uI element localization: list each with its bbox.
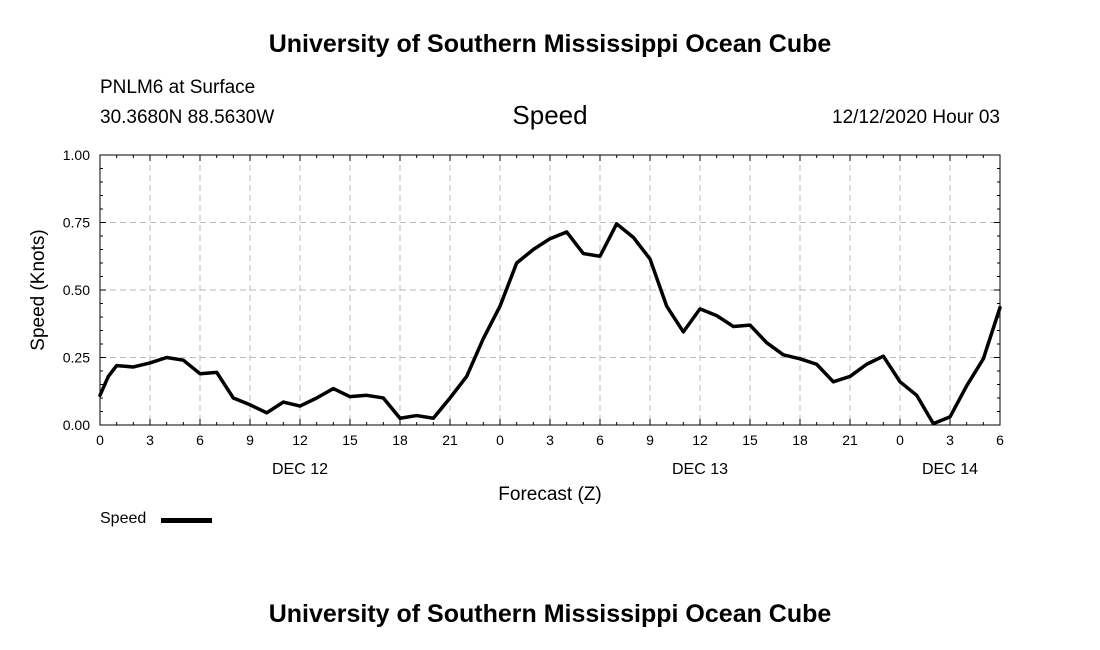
series-layer <box>98 222 1002 426</box>
y-axis-label: Speed (Knots) <box>28 229 49 350</box>
axis-ticks <box>99 154 1001 426</box>
x-tick-label: 15 <box>342 432 358 448</box>
y-tick-label: 1.00 <box>63 147 90 163</box>
axis-labels: 0 3 6 9 12 15 18 21 0 3 6 9 12 15 18 21 0 3 6 0.00 0.25 0.50 0… <box>28 147 1004 505</box>
legend-label: Speed <box>100 510 147 527</box>
footer-title: University of Southern Mississippi Ocean… <box>268 600 832 628</box>
x-tick-label: 21 <box>442 432 458 448</box>
x-tick-label: 9 <box>246 432 254 448</box>
x-tick-label: 9 <box>646 432 654 448</box>
forecast-datetime: 12/12/2020 Hour 03 <box>832 107 1000 128</box>
x-tick-label: 12 <box>292 432 308 448</box>
page-title: University of Southern Mississippi Ocean… <box>268 30 832 58</box>
x-tick-label: 12 <box>692 432 708 448</box>
y-tick-label: 0.50 <box>63 282 90 298</box>
x-tick-label: 3 <box>946 432 954 448</box>
y-tick-label: 0.00 <box>63 417 90 433</box>
station-label: PNLM6 at Surface <box>100 77 256 98</box>
day-label: DEC 14 <box>922 461 978 478</box>
x-tick-label: 0 <box>96 432 104 448</box>
x-tick-label: 6 <box>196 432 204 448</box>
legend-swatch <box>161 518 212 523</box>
x-axis-label: Forecast (Z) <box>498 484 601 505</box>
chart-title: Speed <box>512 100 588 130</box>
x-tick-label: 18 <box>392 432 408 448</box>
y-tick-label: 0.75 <box>63 215 90 231</box>
series-line-speed <box>98 222 1002 426</box>
x-tick-label: 3 <box>146 432 154 448</box>
x-tick-label: 0 <box>896 432 904 448</box>
x-tick-label: 15 <box>742 432 758 448</box>
x-tick-label: 18 <box>792 432 808 448</box>
y-tick-label: 0.25 <box>63 350 90 366</box>
x-tick-label: 3 <box>546 432 554 448</box>
coordinates-label: 30.3680N 88.5630W <box>100 107 275 128</box>
x-tick-label: 6 <box>596 432 604 448</box>
x-tick-label: 21 <box>842 432 858 448</box>
day-label: DEC 12 <box>272 461 328 478</box>
grid-lines <box>100 155 1000 425</box>
x-tick-label: 6 <box>996 432 1004 448</box>
x-tick-label: 0 <box>496 432 504 448</box>
day-label: DEC 13 <box>672 461 728 478</box>
